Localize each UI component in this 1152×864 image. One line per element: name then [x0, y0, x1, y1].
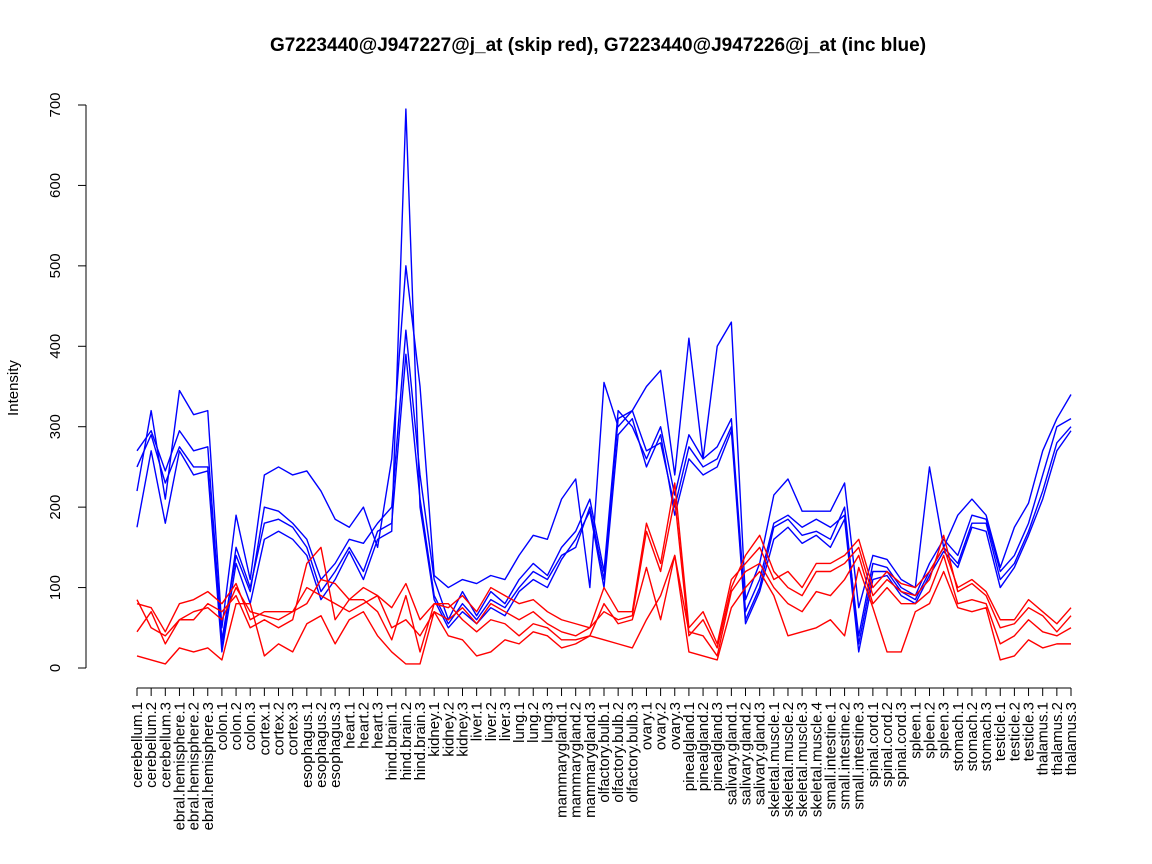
- x-tick-label: salivary.gland.2: [738, 702, 755, 805]
- x-tick-label: small.intestine.1: [822, 702, 839, 810]
- x-tick-label: cortex.1: [256, 702, 273, 755]
- x-tick-label: cerebellum.2: [143, 702, 160, 788]
- x-tick-label: small.intestine.3: [851, 702, 868, 810]
- y-tick-label: 300: [47, 414, 64, 439]
- x-tick-label: mammarygland.1: [554, 702, 571, 818]
- x-tick-label: stomach.2: [964, 702, 981, 771]
- x-tick-label: heart.1: [341, 702, 358, 749]
- x-tick-label: ovary.3: [667, 702, 684, 750]
- x-tick-label: ovary.2: [653, 702, 670, 750]
- x-tick-label: testicle.3: [1021, 702, 1038, 761]
- x-tick-label: skeletal.muscle.2: [780, 702, 797, 817]
- y-axis-label: Intensity: [5, 360, 22, 416]
- x-tick-label: pinealgland.2: [695, 702, 712, 791]
- series-lines: [136, 108, 1072, 665]
- x-tick-label: skeletal.muscle.1: [766, 702, 783, 817]
- y-axis: 0 100 200 300 400 500 600 700: [47, 92, 87, 672]
- x-tick-label: hind.brain.2: [398, 702, 415, 780]
- x-tick-label: spleen.1: [907, 702, 924, 759]
- x-tick-label: lung.1: [511, 702, 528, 743]
- x-tick-label: thalamus.1: [1035, 702, 1052, 775]
- x-tick-label: pinealgland.3: [709, 702, 726, 791]
- x-tick-label: ebral.hemisphere.2: [186, 702, 203, 830]
- x-tick-label: hind.brain.1: [384, 702, 401, 780]
- x-tick-label: testicle.2: [1006, 702, 1023, 761]
- x-tick-label: stomach.1: [950, 702, 967, 771]
- x-tick-label: liver.1: [469, 702, 486, 741]
- x-tick-label: cerebellum.3: [157, 702, 174, 788]
- x-tick-label: heart.3: [370, 702, 387, 749]
- y-tick-label: 500: [47, 253, 64, 278]
- x-tick-label: pinealgland.1: [681, 702, 698, 791]
- x-tick-label: skeletal.muscle.4: [808, 702, 825, 817]
- x-tick-label: skeletal.muscle.3: [794, 702, 811, 817]
- x-tick-label: kidney.1: [426, 702, 443, 757]
- x-axis: cerebellum.1cerebellum.2cerebellum.3ebra…: [129, 687, 1080, 830]
- x-tick-label: thalamus.3: [1063, 702, 1080, 775]
- x-tick-label: kidney.2: [440, 702, 457, 757]
- y-tick-label: 100: [47, 575, 64, 600]
- x-tick-label: mammarygland.3: [582, 702, 599, 818]
- x-tick-label: kidney.3: [454, 702, 471, 757]
- x-tick-label: olfactory.bulb.2: [610, 702, 627, 803]
- x-tick-label: ebral.hemisphere.1: [171, 702, 188, 830]
- x-tick-label: thalamus.2: [1049, 702, 1066, 775]
- series-line-6: [136, 498, 1072, 649]
- series-line-7: [136, 554, 1071, 665]
- x-tick-label: salivary.gland.3: [752, 702, 769, 805]
- y-tick-label: 600: [47, 173, 64, 198]
- x-tick-label: hind.brain.3: [412, 702, 429, 780]
- series-line-2: [136, 329, 1072, 641]
- x-tick-label: small.intestine.2: [837, 702, 854, 810]
- x-tick-label: spinal.cord.1: [865, 702, 882, 787]
- y-tick-label: 400: [47, 334, 64, 359]
- x-tick-label: mammarygland.2: [568, 702, 585, 818]
- x-tick-label: colon.3: [242, 702, 259, 750]
- x-tick-label: spleen.3: [936, 702, 953, 759]
- x-tick-label: olfactory.bulb.3: [624, 702, 641, 803]
- x-tick-label: heart.2: [355, 702, 372, 749]
- x-tick-label: spinal.cord.2: [879, 702, 896, 787]
- x-tick-label: esophagus.1: [299, 702, 316, 788]
- series-line-8: [136, 546, 1072, 657]
- y-tick-label: 0: [47, 664, 64, 672]
- x-tick-label: testicle.1: [992, 702, 1009, 761]
- chart-title: G7223440@J947227@j_at (skip red), G72234…: [270, 35, 926, 56]
- x-tick-label: olfactory.bulb.1: [596, 702, 613, 803]
- x-tick-label: colon.2: [228, 702, 245, 750]
- x-tick-label: ebral.hemisphere.3: [200, 702, 217, 830]
- x-tick-label: esophagus.2: [313, 702, 330, 788]
- x-tick-label: colon.1: [214, 702, 231, 750]
- x-tick-label: spinal.cord.3: [893, 702, 910, 787]
- y-tick-label: 200: [47, 495, 64, 520]
- x-tick-label: cortex.3: [285, 702, 302, 755]
- y-tick-label: 700: [47, 92, 64, 117]
- x-tick-label: lung.3: [539, 702, 556, 743]
- x-tick-label: liver.3: [497, 702, 514, 741]
- x-tick-label: lung.2: [525, 702, 542, 743]
- series-line-1: [136, 353, 1072, 649]
- x-tick-label: cortex.2: [271, 702, 288, 755]
- x-tick-label: stomach.3: [978, 702, 995, 771]
- x-tick-label: salivary.gland.1: [723, 702, 740, 805]
- x-tick-label: ovary.1: [638, 702, 655, 750]
- x-tick-label: cerebellum.1: [129, 702, 146, 788]
- x-tick-label: liver.2: [483, 702, 500, 741]
- x-tick-label: esophagus.3: [327, 702, 344, 788]
- x-tick-label: spleen.2: [921, 702, 938, 759]
